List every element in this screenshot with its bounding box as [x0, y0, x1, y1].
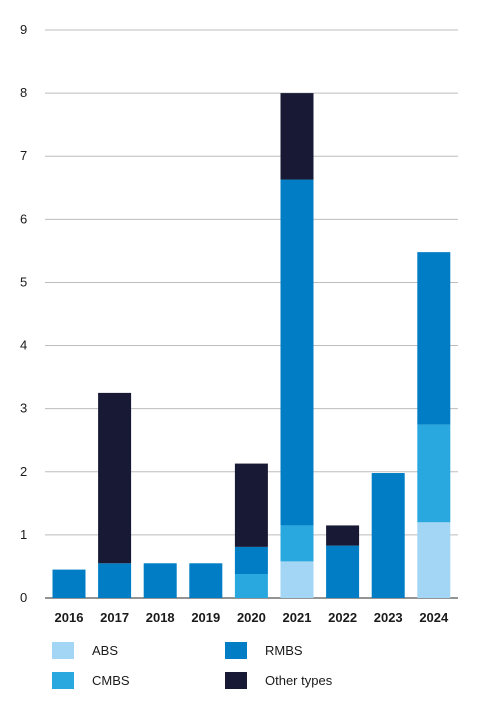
y-axis-ticks: 0 1 2 3 4 5 6 7 8 9 — [20, 22, 27, 605]
x-tick-label: 2016 — [55, 610, 84, 625]
x-tick-label: 2017 — [100, 610, 129, 625]
bar-cmbs-2024 — [417, 424, 451, 523]
x-axis-ticks: 2016 2017 2018 2019 2020 2021 2022 2023 2024 — [55, 610, 449, 625]
y-tick-label: 9 — [20, 22, 27, 37]
legend-swatch-rmbs — [225, 642, 247, 659]
y-tick-label: 8 — [20, 85, 27, 100]
bar-abs-2021 — [280, 561, 314, 598]
bar-rmbs-2019 — [189, 563, 223, 598]
bar-other-types-2020 — [234, 463, 268, 547]
legend-item-abs: ABS — [52, 642, 118, 659]
bar-abs-2024 — [417, 522, 451, 598]
legend-swatch-cmbs — [52, 672, 74, 689]
bar-rmbs-2016 — [52, 569, 86, 598]
y-tick-label: 1 — [20, 527, 27, 542]
y-tick-label: 7 — [20, 148, 27, 163]
bar-rmbs-2020 — [234, 546, 268, 575]
y-tick-label: 2 — [20, 464, 27, 479]
bars — [52, 93, 451, 598]
bar-rmbs-2017 — [98, 563, 132, 598]
y-tick-label: 3 — [20, 401, 27, 416]
y-tick-label: 5 — [20, 274, 27, 289]
bar-cmbs-2020 — [234, 574, 268, 598]
bar-rmbs-2021 — [280, 179, 314, 526]
bar-other-types-2017 — [98, 392, 132, 564]
x-tick-label: 2022 — [328, 610, 357, 625]
legend-item-rmbs: RMBS — [225, 642, 303, 659]
legend-label-other-types: Other types — [265, 673, 333, 688]
bar-cmbs-2021 — [280, 525, 314, 562]
bar-rmbs-2022 — [326, 545, 360, 598]
y-tick-label: 6 — [20, 211, 27, 226]
x-tick-label: 2021 — [283, 610, 312, 625]
legend-item-other-types: Other types — [225, 672, 332, 689]
x-tick-label: 2020 — [237, 610, 266, 625]
x-tick-label: 2018 — [146, 610, 175, 625]
legend: ABS CMBS RMBS Other types — [0, 636, 480, 706]
legend-label-abs: ABS — [92, 643, 119, 658]
y-tick-label: 4 — [20, 338, 27, 353]
x-tick-label: 2019 — [191, 610, 220, 625]
legend-label-rmbs: RMBS — [265, 643, 303, 658]
legend-swatch-abs — [52, 642, 74, 659]
bar-rmbs-2018 — [143, 563, 177, 598]
legend-item-cmbs: CMBS — [52, 672, 130, 689]
legend-label-cmbs: CMBS — [92, 673, 130, 688]
y-tick-label: 0 — [20, 590, 27, 605]
bar-other-types-2021 — [280, 93, 314, 180]
legend-swatch-other-types — [225, 672, 247, 689]
bar-other-types-2022 — [326, 525, 360, 546]
x-tick-label: 2023 — [374, 610, 403, 625]
x-tick-label: 2024 — [419, 610, 449, 625]
bar-rmbs-2023 — [371, 473, 405, 598]
bar-rmbs-2024 — [417, 252, 451, 425]
